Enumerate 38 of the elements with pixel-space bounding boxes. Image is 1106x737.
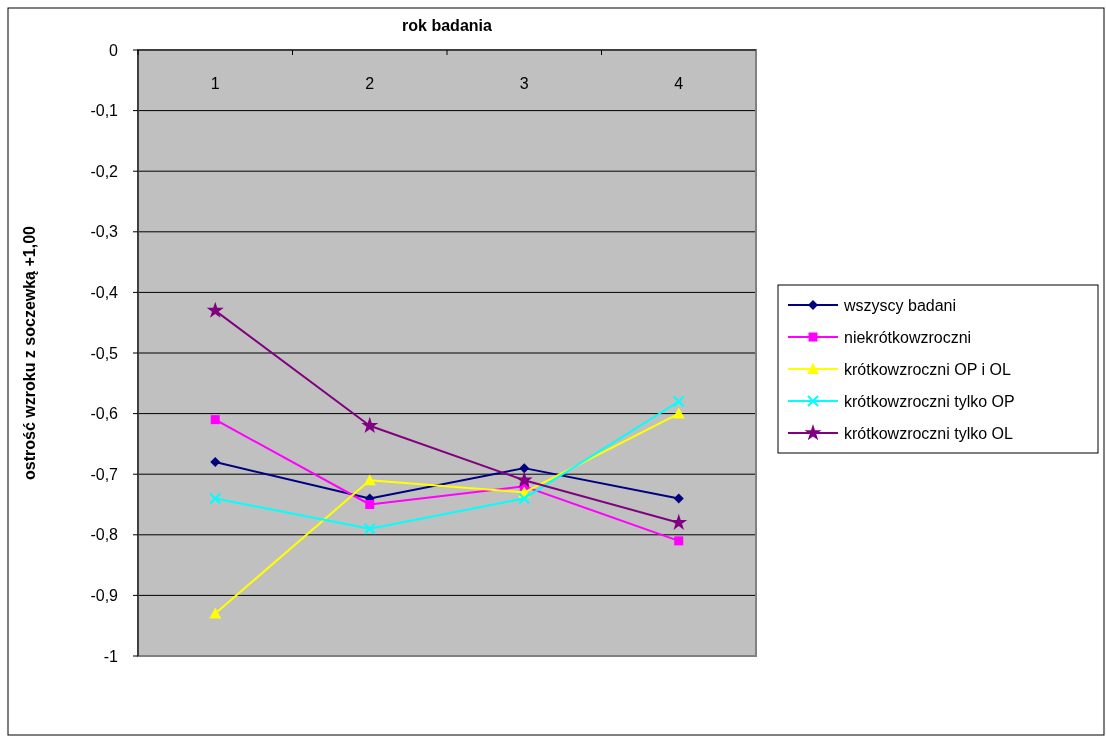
x-tick-label: 3 (519, 74, 529, 92)
point (363, 474, 376, 486)
point (210, 457, 221, 468)
legend-label: krótkowzroczni OP i OL (844, 360, 1011, 378)
point (209, 492, 222, 505)
legend-label: krótkowzroczni tylko OL (844, 424, 1014, 442)
point (209, 607, 222, 619)
y-tick-label: -0,1 (90, 102, 119, 120)
y-tick-label: -0,9 (90, 587, 119, 604)
point (672, 407, 685, 419)
point (519, 463, 530, 474)
y-tick-label: -0,2 (90, 162, 119, 180)
y-axis-title: ostrość wzroku z soczewką +1,00 (21, 225, 38, 480)
x-tick-label: 1 (210, 74, 220, 92)
y-tick-label: -0,8 (90, 526, 119, 544)
point (518, 492, 531, 505)
point (673, 493, 684, 504)
y-tick-label: -1 (103, 647, 119, 665)
point (674, 536, 684, 546)
y-tick-label: 0 (109, 41, 119, 59)
point (515, 471, 533, 488)
y-tick-label: -0,3 (90, 223, 119, 241)
legend-label: wszyscy badani (843, 296, 957, 314)
point (363, 522, 376, 535)
y-tick-label: -0,6 (90, 405, 119, 423)
x-tick-label: 4 (674, 74, 684, 92)
legend-label: niekrótkowzroczni (844, 328, 972, 346)
point (365, 500, 375, 509)
point (206, 301, 224, 318)
point (672, 395, 685, 408)
legend-label: krótkowzroczni tylko OP (844, 392, 1015, 410)
point (361, 416, 379, 433)
x-axis-title: rok badania (402, 17, 492, 34)
x-tick-label: 2 (365, 74, 375, 92)
point (210, 415, 220, 425)
y-tick-label: -0,4 (90, 284, 119, 301)
y-tick-label: -0,7 (90, 465, 119, 483)
y-tick-label: -0,5 (90, 344, 119, 362)
